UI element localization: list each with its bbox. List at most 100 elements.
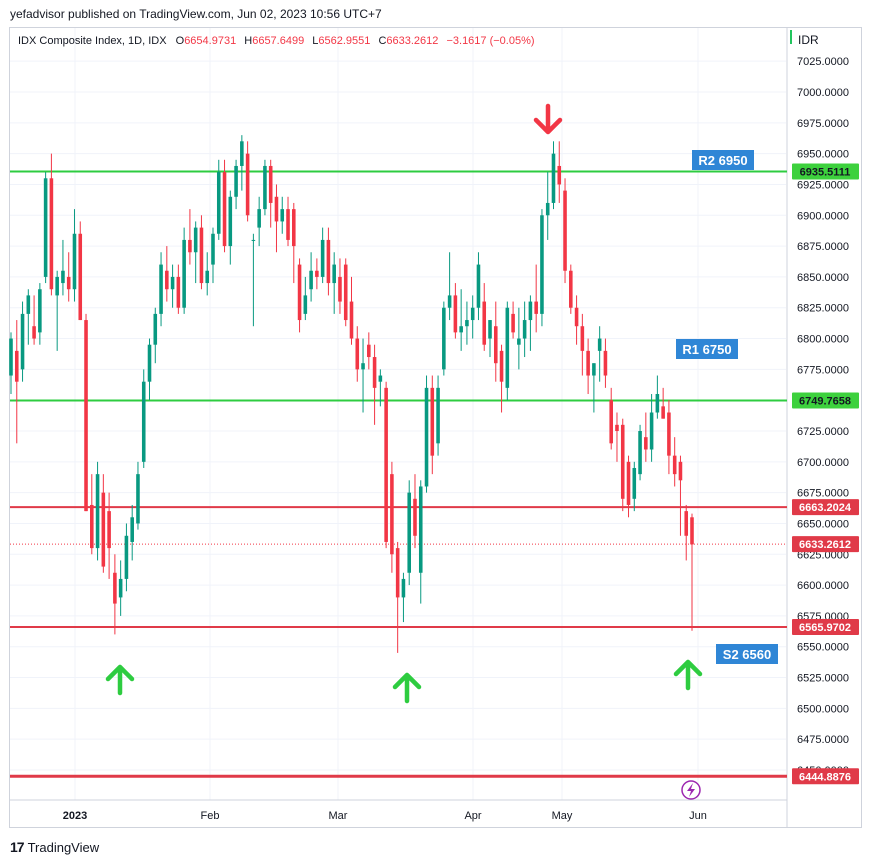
candle xyxy=(107,492,111,579)
candle xyxy=(211,227,215,284)
candle xyxy=(286,196,290,247)
candle xyxy=(557,141,562,203)
candle xyxy=(14,320,19,444)
candle xyxy=(626,455,631,518)
candle-body xyxy=(170,276,175,290)
symbol-title: IDX Composite Index, 1D, IDX xyxy=(18,35,167,47)
candle xyxy=(20,301,25,382)
level-axis-label-bg xyxy=(792,768,859,785)
candle-body xyxy=(517,338,521,345)
candle-body xyxy=(205,270,210,284)
close-label: C xyxy=(378,35,387,47)
y-tick-label: 6875.0000 xyxy=(797,241,849,253)
candle xyxy=(234,159,238,210)
high-value: 6657.6499 xyxy=(252,35,305,47)
candle-body xyxy=(592,363,596,376)
candle xyxy=(251,233,256,327)
candle xyxy=(551,141,556,210)
candle-body xyxy=(678,461,683,481)
candle xyxy=(482,283,487,351)
candle xyxy=(38,283,42,345)
candle xyxy=(545,172,550,240)
candle xyxy=(522,301,527,358)
candle-body xyxy=(338,276,342,302)
candle-body xyxy=(199,227,204,284)
candle-body xyxy=(268,165,273,203)
candle xyxy=(540,209,544,327)
candle-body xyxy=(309,270,313,290)
candle xyxy=(528,295,533,351)
candle-body xyxy=(320,239,325,277)
candle xyxy=(118,560,123,616)
candle-body xyxy=(147,344,152,382)
level-axis-label-bg xyxy=(792,619,859,636)
candle-body xyxy=(124,535,129,579)
candle-body xyxy=(470,307,475,321)
candle xyxy=(649,394,654,462)
candle-body xyxy=(159,264,163,314)
candle-body xyxy=(274,196,279,222)
low-label: L xyxy=(312,35,319,47)
candle xyxy=(130,504,134,561)
candle xyxy=(66,252,71,302)
candle-body xyxy=(113,572,117,604)
candle-body xyxy=(118,578,123,598)
candle-body xyxy=(343,264,348,321)
candle-body xyxy=(240,141,244,166)
candle xyxy=(245,141,250,222)
y-tick-label: 6475.0000 xyxy=(797,734,849,746)
y-tick-label: 6625.0000 xyxy=(797,549,849,561)
candle-body xyxy=(540,215,544,314)
candle xyxy=(690,513,694,631)
x-tick-label: May xyxy=(552,810,573,822)
y-tick-label: 6950.0000 xyxy=(797,149,849,161)
candle-body xyxy=(84,320,88,512)
candle xyxy=(26,289,31,345)
candle-body xyxy=(216,172,221,234)
candle xyxy=(78,221,83,321)
candle xyxy=(9,332,13,395)
candle-body xyxy=(228,196,233,247)
candle-body xyxy=(447,295,452,308)
y-tick-label: 6850.0000 xyxy=(797,272,849,284)
chart-frame xyxy=(9,27,862,828)
candle-body xyxy=(245,153,250,216)
candle-body xyxy=(20,313,25,370)
candle xyxy=(592,363,596,413)
candle xyxy=(280,196,285,234)
candle xyxy=(661,387,665,419)
candle xyxy=(165,246,169,302)
candle xyxy=(309,252,313,302)
annotation-tag-bg xyxy=(716,644,778,664)
candle-body xyxy=(26,295,31,314)
candle xyxy=(49,153,54,296)
candle-body xyxy=(615,424,619,431)
candle-body xyxy=(257,209,261,228)
candle xyxy=(332,252,336,314)
candle-body xyxy=(49,178,54,290)
candle xyxy=(586,338,590,395)
candle xyxy=(378,369,383,407)
candle-body xyxy=(297,264,302,321)
candle xyxy=(297,258,302,333)
candle-body xyxy=(563,190,567,271)
candle xyxy=(361,338,365,413)
currency-marker xyxy=(790,30,792,44)
candle-body xyxy=(43,178,48,277)
candle-body xyxy=(649,412,654,450)
candle xyxy=(72,209,77,302)
candle-body xyxy=(355,338,360,370)
y-tick-label: 6775.0000 xyxy=(797,364,849,376)
currency-label[interactable]: IDR xyxy=(798,33,819,47)
tradingview-logo-icon: 17 xyxy=(10,839,25,855)
candle xyxy=(430,375,435,475)
candle xyxy=(569,264,573,314)
y-tick-label: 6525.0000 xyxy=(797,673,849,685)
y-tick-label: 6800.0000 xyxy=(797,334,849,346)
level-axis-label: 6749.7658 xyxy=(799,395,851,407)
candle-body xyxy=(107,511,111,549)
close-value: 6633.2612 xyxy=(386,35,439,47)
candle-body xyxy=(453,295,458,333)
candle-body xyxy=(153,313,158,345)
